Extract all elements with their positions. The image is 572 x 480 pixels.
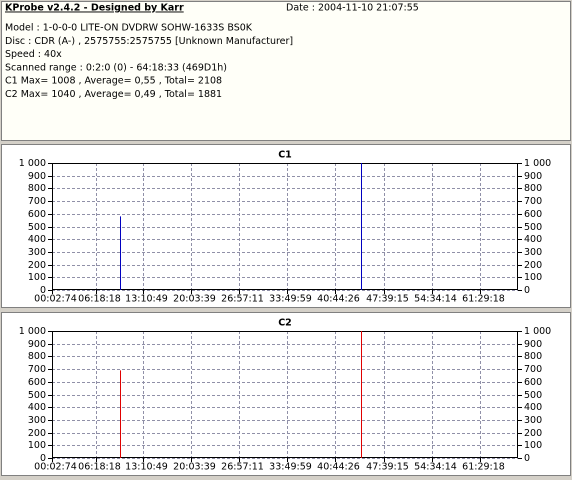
x-tick-label: 00:02:74 bbox=[34, 462, 77, 473]
y2-tick-label: 200 bbox=[524, 428, 542, 439]
x-tick-label: 26:57:11 bbox=[221, 294, 264, 305]
y-tick-label: 800 bbox=[28, 183, 46, 194]
x-tick-label: 40:44:26 bbox=[317, 294, 360, 305]
info-line: C2 Max= 1040 , Average= 0,49 , Total= 18… bbox=[5, 89, 222, 100]
info-line: C1 Max= 1008 , Average= 0,55 , Total= 21… bbox=[5, 76, 222, 87]
x-tick-label: 47:39:15 bbox=[366, 294, 409, 305]
x-tick-label: 06:18:18 bbox=[78, 294, 121, 305]
chart-title: C1 bbox=[278, 150, 292, 161]
app-title: KProbe v2.4.2 - Designed by Karr bbox=[5, 3, 184, 14]
y2-tick-label: 0 bbox=[524, 285, 530, 296]
info-line: Speed : 40x bbox=[5, 49, 62, 60]
chart-panel bbox=[1, 144, 571, 308]
y-tick-label: 100 bbox=[28, 440, 46, 451]
x-tick-label: 47:39:15 bbox=[366, 462, 409, 473]
y-tick-label: 100 bbox=[28, 272, 46, 283]
plot-frame bbox=[52, 331, 518, 458]
y-tick-label: 0 bbox=[40, 285, 46, 296]
y2-tick-label: 200 bbox=[524, 260, 542, 271]
x-tick-label: 40:44:26 bbox=[317, 462, 360, 473]
x-tick-label: 06:18:18 bbox=[78, 462, 121, 473]
x-tick-label: 61:29:18 bbox=[462, 462, 505, 473]
x-tick-label: 26:57:11 bbox=[221, 462, 264, 473]
y2-tick-label: 100 bbox=[524, 272, 542, 283]
y2-tick-label: 0 bbox=[524, 453, 530, 464]
y-tick-label: 0 bbox=[40, 453, 46, 464]
y2-tick-label: 700 bbox=[524, 196, 542, 207]
y-tick-label: 600 bbox=[28, 377, 46, 388]
info-panel bbox=[1, 1, 571, 141]
x-tick-label: 13:10:49 bbox=[125, 462, 168, 473]
x-tick-label: 20:03:39 bbox=[173, 462, 216, 473]
y-tick-label: 300 bbox=[28, 415, 46, 426]
y-tick-label: 500 bbox=[28, 390, 46, 401]
y2-tick-label: 600 bbox=[524, 377, 542, 388]
y-tick-label: 200 bbox=[28, 260, 46, 271]
x-tick-label: 13:10:49 bbox=[125, 294, 168, 305]
y2-tick-label: 1 000 bbox=[524, 158, 551, 169]
chart-title: C2 bbox=[278, 318, 292, 329]
info-line: Disc : CDR (A-) , 2575755:2575755 [Unkno… bbox=[5, 36, 293, 47]
y-tick-label: 400 bbox=[28, 402, 46, 413]
y-tick-label: 1 000 bbox=[19, 326, 46, 337]
y2-tick-label: 300 bbox=[524, 247, 542, 258]
x-tick-label: 33:49:59 bbox=[269, 294, 312, 305]
y-tick-label: 600 bbox=[28, 209, 46, 220]
y-tick-label: 400 bbox=[28, 234, 46, 245]
info-line: Model : 1-0-0-0 LITE-ON DVDRW SOHW-1633S… bbox=[5, 23, 253, 34]
y2-tick-label: 800 bbox=[524, 351, 542, 362]
y2-tick-label: 300 bbox=[524, 415, 542, 426]
y2-tick-label: 500 bbox=[524, 222, 542, 233]
x-tick-label: 61:29:18 bbox=[462, 294, 505, 305]
y-tick-label: 1 000 bbox=[19, 158, 46, 169]
y2-tick-label: 1 000 bbox=[524, 326, 551, 337]
y2-tick-label: 900 bbox=[524, 171, 542, 182]
plot-frame bbox=[52, 163, 518, 290]
y2-tick-label: 700 bbox=[524, 364, 542, 375]
x-tick-label: 00:02:74 bbox=[34, 294, 77, 305]
y2-tick-label: 600 bbox=[524, 209, 542, 220]
y-tick-label: 800 bbox=[28, 351, 46, 362]
y2-tick-label: 100 bbox=[524, 440, 542, 451]
x-tick-label: 33:49:59 bbox=[269, 462, 312, 473]
y2-tick-label: 800 bbox=[524, 183, 542, 194]
y-tick-label: 300 bbox=[28, 247, 46, 258]
y2-tick-label: 900 bbox=[524, 339, 542, 350]
x-tick-label: 54:34:14 bbox=[414, 462, 457, 473]
y2-tick-label: 400 bbox=[524, 234, 542, 245]
y2-tick-label: 500 bbox=[524, 390, 542, 401]
x-tick-label: 54:34:14 bbox=[414, 294, 457, 305]
scan-date: Date : 2004-11-10 21:07:55 bbox=[286, 3, 419, 14]
y-tick-label: 200 bbox=[28, 428, 46, 439]
y-tick-label: 700 bbox=[28, 196, 46, 207]
y2-tick-label: 400 bbox=[524, 402, 542, 413]
info-line: Scanned range : 0:2:0 (0) - 64:18:33 (46… bbox=[5, 62, 227, 73]
y-tick-label: 500 bbox=[28, 222, 46, 233]
y-tick-label: 900 bbox=[28, 171, 46, 182]
y-tick-label: 700 bbox=[28, 364, 46, 375]
x-tick-label: 20:03:39 bbox=[173, 294, 216, 305]
y-tick-label: 900 bbox=[28, 339, 46, 350]
chart-panel bbox=[1, 312, 571, 476]
